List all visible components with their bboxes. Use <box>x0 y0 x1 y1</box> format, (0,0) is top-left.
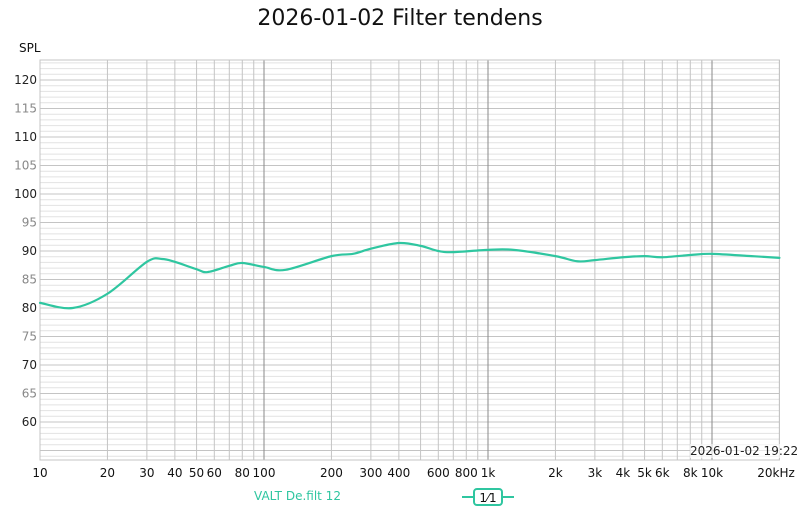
x-tick-label: 4k <box>616 466 631 480</box>
y-tick-label: 60 <box>22 415 37 429</box>
legend-series-label[interactable]: VALT De.filt 12 <box>254 489 341 503</box>
x-tick-label: 2k <box>548 466 563 480</box>
x-tick-label: 600 <box>427 466 450 480</box>
x-tick-label: 50 <box>189 466 204 480</box>
y-tick-label: 90 <box>22 244 37 258</box>
smoothing-toggle[interactable]: 1⁄1 <box>462 486 514 508</box>
x-tick-label: 1k <box>481 466 496 480</box>
grid <box>39 59 780 461</box>
y-tick-label: 75 <box>22 330 37 344</box>
y-tick-label: 65 <box>22 387 37 401</box>
y-axis-ticks: 60 65 70 75 80 85 90 95 100 105 110 115 120 <box>14 73 37 429</box>
x-tick-label: 20kHz <box>757 466 795 480</box>
y-tick-label: 105 <box>14 159 37 173</box>
y-tick-label: 70 <box>22 358 37 372</box>
x-tick-label: 40 <box>167 466 182 480</box>
x-tick-label: 200 <box>320 466 343 480</box>
y-tick-label: 100 <box>14 187 37 201</box>
x-tick-label: 10k <box>701 466 723 480</box>
timestamp: 2026-01-02 19:22 <box>690 444 799 458</box>
x-tick-label: 800 <box>455 466 478 480</box>
y-tick-label: 95 <box>22 216 37 230</box>
x-tick-label: 20 <box>100 466 115 480</box>
x-tick-label: 30 <box>139 466 154 480</box>
y-tick-label: 110 <box>14 130 37 144</box>
x-tick-label: 3k <box>588 466 603 480</box>
x-axis-ticks: 10 20 30 40 50 60 80 100 200 300 400 600 800 1k 2k 3k 4k… <box>32 466 794 480</box>
y-tick-label: 85 <box>22 273 37 287</box>
x-tick-label: 5k <box>637 466 652 480</box>
x-tick-label: 80 <box>235 466 250 480</box>
x-tick-label: 400 <box>387 466 410 480</box>
chart-title: 2026-01-02 Filter tendens <box>257 6 543 31</box>
response-curve[interactable] <box>38 241 781 310</box>
x-tick-label: 10 <box>32 466 47 480</box>
x-tick-label: 8k <box>683 466 698 480</box>
y-tick-label: 80 <box>22 301 37 315</box>
smoothing-fraction-icon: 1⁄1 <box>479 491 496 505</box>
x-tick-label: 60 <box>207 466 222 480</box>
plot-frame <box>39 59 780 461</box>
y-tick-label: 120 <box>14 73 37 87</box>
y-tick-label: 115 <box>14 102 37 116</box>
y-axis-label: SPL <box>19 41 41 55</box>
x-tick-label: 6k <box>655 466 670 480</box>
x-tick-label: 300 <box>359 466 382 480</box>
x-tick-label: 100 <box>253 466 276 480</box>
